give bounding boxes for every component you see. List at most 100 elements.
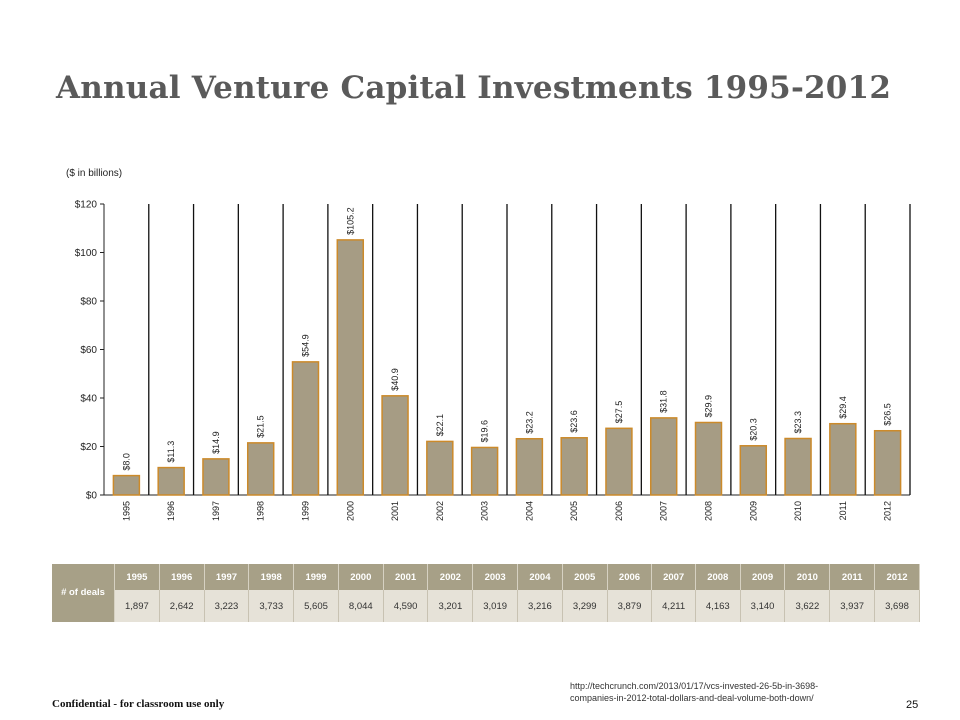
x-tick-label-1997: 1997 — [211, 501, 221, 521]
y-tick-label: $80 — [80, 297, 97, 308]
deals-year-2008: 2008 — [695, 564, 741, 591]
bar-2011 — [829, 422, 857, 496]
bar-2006 — [605, 427, 633, 496]
deals-table-header-row: # of deals 1995 1996 1997 1998 1999 2000 2001 2… — [52, 564, 920, 622]
deals-year-1995: 1995 — [114, 564, 160, 591]
bar-1995 — [112, 474, 141, 496]
data-label-2000: $105.2 — [345, 207, 355, 235]
data-label-2012: $26.5 — [883, 403, 893, 426]
bar-2001 — [381, 395, 409, 496]
deals-count-2000: 8,044 — [338, 590, 384, 622]
deals-year-2012: 2012 — [874, 564, 920, 591]
x-tick-label-2009: 2009 — [748, 501, 758, 521]
x-tick-label-2011: 2011 — [838, 501, 848, 520]
deals-count-2007: 4,211 — [651, 590, 696, 622]
confidential-footer: Confidential - for classroom use only — [52, 698, 225, 710]
bar-1996 — [157, 466, 185, 496]
deals-year-1997: 1997 — [204, 564, 250, 591]
bar-2009 — [739, 445, 768, 496]
deals-year-2001: 2001 — [383, 564, 429, 591]
deals-count-2008: 4,163 — [695, 590, 741, 622]
deals-year-2006: 2006 — [607, 564, 653, 591]
y-tick-label: $0 — [86, 491, 98, 502]
bar-2003 — [470, 446, 499, 496]
deals-count-2012: 3,698 — [874, 590, 920, 622]
deals-count-1997: 3,223 — [204, 590, 250, 622]
source-url-line1: http://techcrunch.com/2013/01/17/vcs-inv… — [570, 681, 819, 691]
x-tick-label-2012: 2012 — [883, 501, 893, 521]
data-label-1995: $8.0 — [121, 453, 131, 471]
source-url-line2: companies-in-2012-total-dollars-and-deal… — [570, 693, 814, 703]
deals-row-label: # of deals — [52, 564, 115, 622]
bar-2010 — [784, 437, 812, 496]
data-label-1999: $54.9 — [301, 334, 311, 357]
x-tick-label-2007: 2007 — [659, 501, 669, 521]
chart-unit-label: ($ in billions) — [66, 168, 123, 179]
x-tick-label-1995: 1995 — [121, 501, 131, 521]
deals-year-1999: 1999 — [293, 564, 339, 591]
deals-year-2000: 2000 — [338, 564, 384, 591]
data-label-2005: $23.6 — [569, 410, 579, 433]
deals-count-1996: 2,642 — [159, 590, 205, 622]
deals-count-2006: 3,879 — [607, 590, 653, 622]
deals-count-2005: 3,299 — [562, 590, 608, 622]
data-label-2004: $23.2 — [524, 411, 534, 434]
y-tick-label: $40 — [80, 394, 97, 405]
x-tick-label-2005: 2005 — [569, 501, 579, 521]
data-label-2001: $40.9 — [390, 368, 400, 391]
source-url[interactable]: http://techcrunch.com/2013/01/17/vcs-inv… — [570, 680, 900, 704]
data-label-2009: $20.3 — [748, 418, 758, 441]
x-tick-label-2001: 2001 — [390, 501, 400, 521]
data-label-2002: $22.1 — [435, 414, 445, 437]
page-title: Annual Venture Capital Investments 1995-… — [56, 70, 892, 106]
data-label-2006: $27.5 — [614, 401, 624, 424]
deals-year-2009: 2009 — [740, 564, 786, 591]
bar-1999 — [291, 361, 320, 496]
x-tick-label-1998: 1998 — [256, 501, 266, 521]
deals-count-2009: 3,140 — [740, 590, 786, 622]
y-tick-label: $20 — [80, 442, 97, 453]
x-tick-label-1996: 1996 — [166, 501, 176, 521]
deals-table: # of deals 1995 1996 1997 1998 1999 2000 2001 2… — [52, 564, 920, 622]
deals-count-2011: 3,937 — [829, 590, 876, 622]
y-tick-label: $120 — [75, 200, 98, 211]
x-tick-label-2000: 2000 — [345, 501, 355, 521]
bar-2007 — [649, 417, 678, 496]
deals-count-1999: 5,605 — [293, 590, 339, 622]
y-tick-label: $100 — [75, 248, 98, 259]
data-label-1997: $14.9 — [211, 431, 221, 454]
x-tick-label-2010: 2010 — [793, 501, 803, 521]
bar-2012 — [873, 429, 902, 496]
data-label-1996: $11.3 — [166, 441, 176, 463]
deals-table-values-row: 1,897 2,642 3,223 3,733 5,605 8,044 4,590 3,201… — [52, 590, 920, 622]
data-label-2007: $31.8 — [659, 390, 669, 413]
x-tick-label-2006: 2006 — [614, 501, 624, 521]
page-number: 25 — [906, 699, 919, 711]
x-tick-label-1999: 1999 — [301, 501, 311, 521]
deals-year-2011: 2011 — [829, 564, 876, 591]
deals-count-2010: 3,622 — [784, 590, 831, 622]
deals-count-2003: 3,019 — [472, 590, 519, 622]
x-tick-label-2003: 2003 — [480, 501, 490, 521]
bar-1997 — [202, 458, 230, 496]
data-label-2008: $29.9 — [704, 395, 714, 418]
x-tick-label-2004: 2004 — [524, 501, 534, 521]
deals-count-2001: 4,590 — [383, 590, 429, 622]
data-label-1998: $21.5 — [256, 415, 266, 438]
bar-2008 — [694, 421, 723, 496]
data-label-2010: $23.3 — [793, 411, 803, 434]
data-label-2003: $19.6 — [480, 420, 490, 443]
deals-count-1995: 1,897 — [114, 590, 160, 622]
bar-2004 — [515, 437, 544, 496]
x-tick-label-2002: 2002 — [435, 501, 445, 521]
deals-count-2004: 3,216 — [517, 590, 563, 622]
deals-year-1996: 1996 — [159, 564, 205, 591]
deals-count-2002: 3,201 — [427, 590, 474, 622]
deals-year-2010: 2010 — [784, 564, 831, 591]
deals-year-1998: 1998 — [248, 564, 295, 591]
bar-1998 — [246, 442, 275, 496]
deals-year-2002: 2002 — [427, 564, 474, 591]
bar-2002 — [426, 440, 454, 496]
data-label-2011: $29.4 — [838, 396, 848, 419]
deals-year-2005: 2005 — [562, 564, 608, 591]
